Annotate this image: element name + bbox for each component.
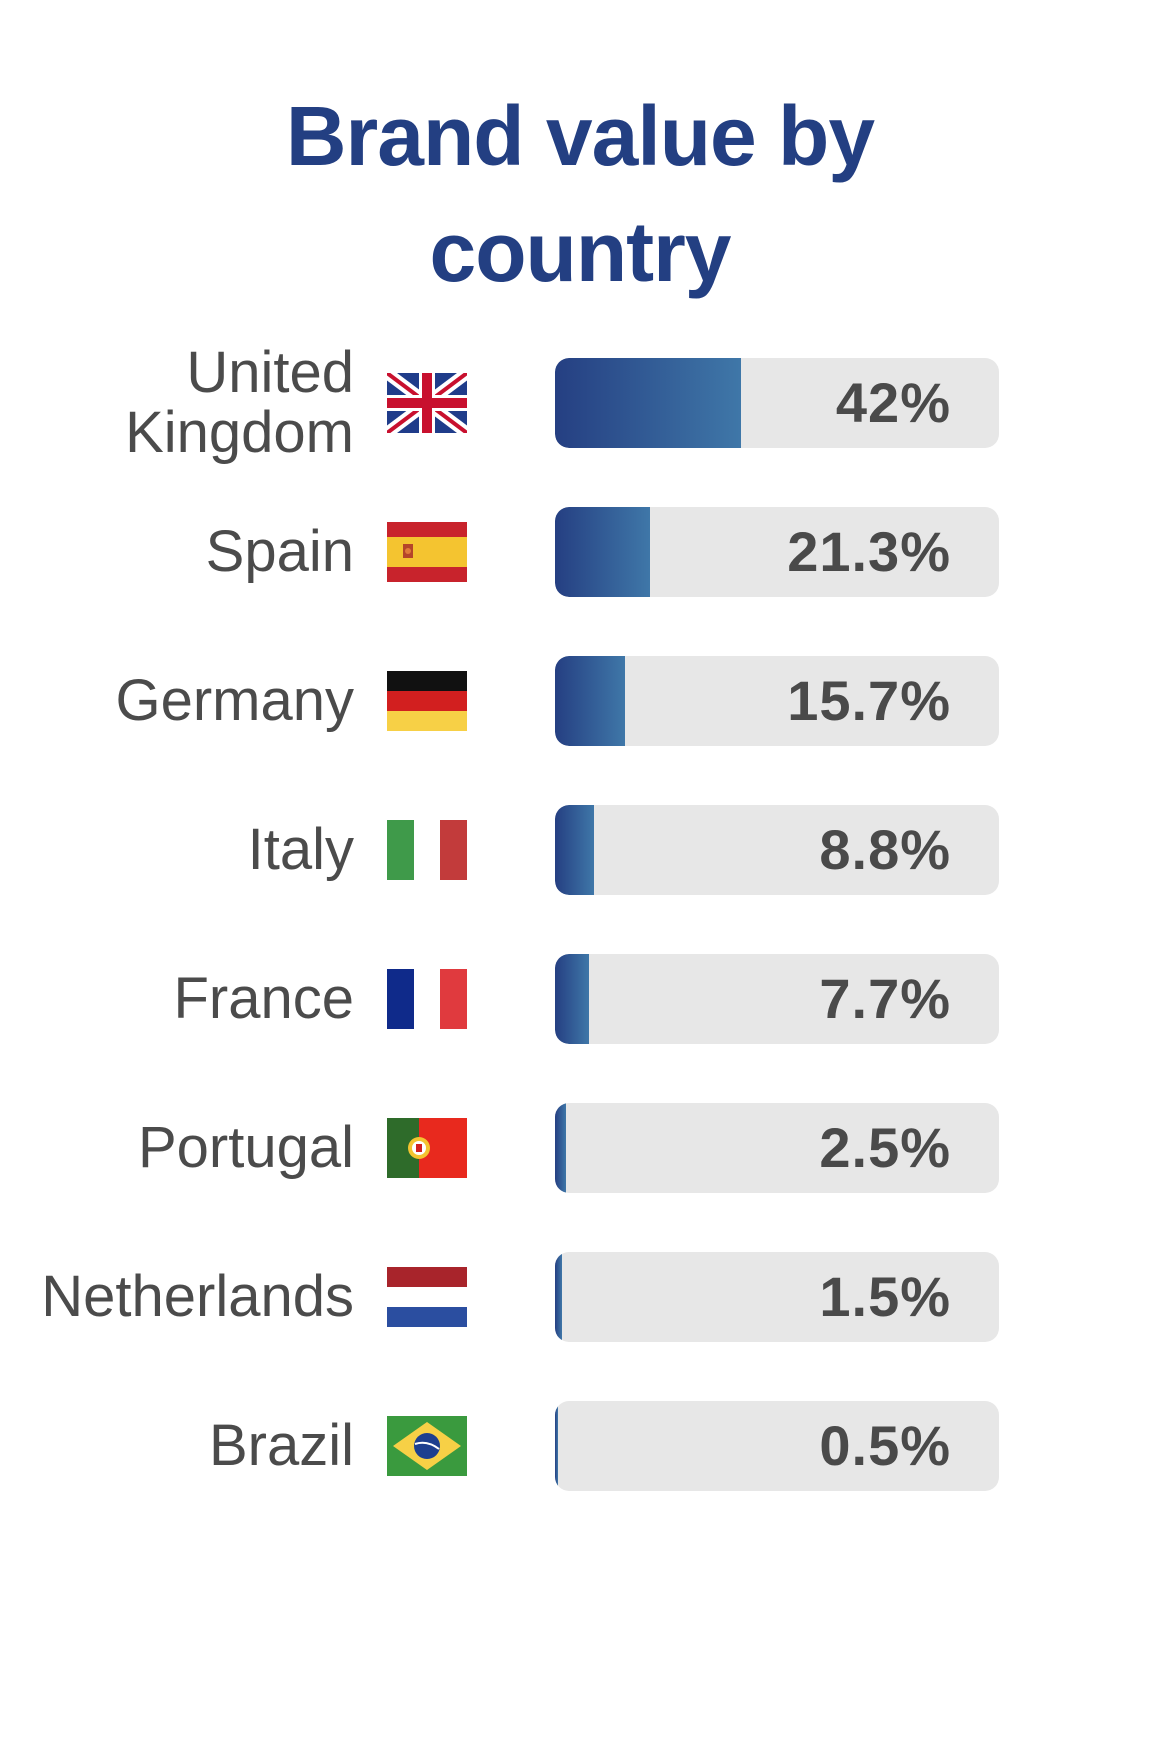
portugal-flag-icon [387,1118,467,1178]
italy-flag-icon [387,820,467,880]
chart-title-line-2: country [429,205,731,299]
category-label: Spain [206,507,354,597]
spain-flag-icon [387,522,467,582]
value-label: 7.7% [819,967,951,1030]
bar-track: 15.7% [555,656,999,746]
bar-track: 2.5% [555,1103,999,1193]
bar-row: Spain 21.3% [0,507,1176,597]
category-label: United Kingdom [125,343,354,463]
bar-fill [555,656,625,746]
bar-track: 42% [555,358,999,448]
category-label-line: United [186,340,354,405]
brazil-flag-icon [387,1416,467,1476]
bar-row: Italy 8.8% [0,805,1176,895]
bar-row: Germany 15.7% [0,656,1176,746]
bar-fill [555,507,650,597]
category-label-line: Brazil [208,1413,354,1478]
category-label-line: Spain [205,519,354,584]
bar-fill [555,1103,567,1193]
bar-track: 7.7% [555,954,999,1044]
bar-track: 0.5% [555,1401,999,1491]
bar-track: 1.5% [555,1252,999,1342]
france-flag-icon [387,969,467,1029]
category-label: Portugal [138,1103,354,1193]
bar-row: Portugal 2.5% [0,1103,1176,1193]
value-label: 1.5% [819,1265,951,1328]
category-label-line: Germany [115,668,354,733]
uk-flag-icon [387,373,467,433]
chart-title-line-1: Brand value by [285,89,875,183]
value-label: 15.7% [787,669,951,732]
netherlands-flag-icon [387,1267,467,1327]
bar-row: France 7.7% [0,954,1176,1044]
bar-fill [555,1252,562,1342]
bar-fill [555,954,590,1044]
bar-row: Netherlands 1.5% [0,1252,1176,1342]
category-label-line: Italy [247,817,354,882]
bar-fill [555,805,595,895]
bar-fill [555,1401,558,1491]
category-label: Italy [248,805,354,895]
bar-row: Brazil 0.5% [0,1401,1176,1491]
value-label: 8.8% [819,818,951,881]
category-label-line: Portugal [137,1115,354,1180]
value-label: 0.5% [819,1414,951,1477]
bar-track: 21.3% [555,507,999,597]
category-label: Germany [115,656,354,746]
value-label: 42% [835,371,951,434]
category-label-line: France [173,966,354,1031]
value-label: 21.3% [787,520,951,583]
category-label: Netherlands [41,1252,354,1342]
category-label-line: Kingdom [125,400,354,465]
value-label: 2.5% [819,1116,951,1179]
bar-fill [555,358,742,448]
germany-flag-icon [387,671,467,731]
category-label: France [173,954,354,1044]
category-label-line: Netherlands [41,1264,354,1329]
bar-track: 8.8% [555,805,999,895]
bar-row: United Kingdom 42% [0,343,1176,463]
chart-title: Brand value by country [0,78,1160,310]
category-label: Brazil [209,1401,354,1491]
